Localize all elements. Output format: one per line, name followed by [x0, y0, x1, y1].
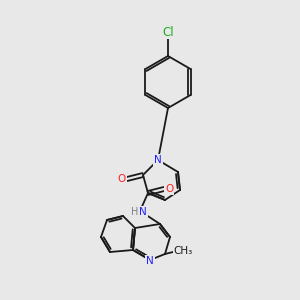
Text: CH₃: CH₃: [173, 246, 193, 256]
Text: O: O: [118, 174, 126, 184]
Text: N: N: [154, 155, 162, 165]
Text: H: H: [131, 207, 139, 217]
Text: Cl: Cl: [162, 26, 174, 38]
Text: N: N: [139, 207, 147, 217]
Text: O: O: [165, 184, 173, 194]
Text: N: N: [146, 256, 154, 266]
